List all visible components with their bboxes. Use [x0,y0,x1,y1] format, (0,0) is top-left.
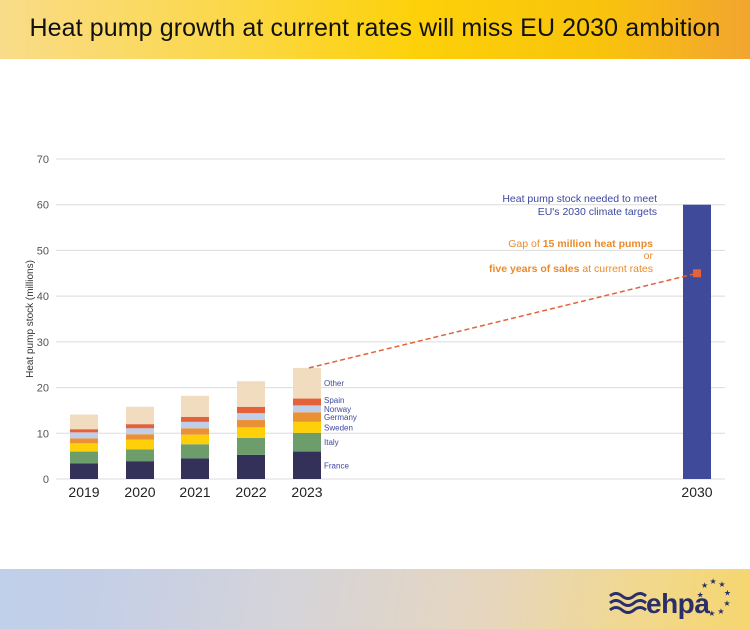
bar-segment-germany-2020 [126,434,154,440]
bar-segment-italy-2022 [237,437,265,455]
waves-icon [609,592,647,614]
y-axis-label: Heat pump stock (millions) [25,260,36,378]
y-tick-label: 20 [37,383,49,395]
gap-prefix: Gap of [508,238,542,250]
bar-segment-sweden-2023 [293,421,321,433]
bar-segment-spain-2020 [126,424,154,429]
segment-label-other: Other [324,379,344,388]
bar-segment-france-2023 [293,451,321,479]
bar-segment-spain-2019 [70,429,98,433]
annotations: Heat pump stock needed to meet EU's 2030… [489,193,657,275]
bar-segment-other-2020 [126,406,154,425]
segment-label-spain: Spain [324,396,344,405]
bar-segment-france-2021 [181,458,209,479]
bar-segment-france-2019 [70,463,98,479]
logo-text: ehpa [646,588,710,619]
y-tick-label: 10 [37,428,49,440]
gap-annotation: Gap of 15 million heat pumps [508,238,653,250]
bar-segment-other-2019 [70,414,98,430]
segment-label-norway: Norway [324,405,351,414]
y-tick-label: 30 [37,337,49,349]
star-icon: ★ [697,590,704,599]
stacked-bars [70,367,321,479]
bar-segment-germany-2023 [293,412,321,422]
bar-segment-italy-2021 [181,444,209,459]
bar-segment-italy-2019 [70,451,98,464]
x-tick-label-2030: 2030 [681,484,712,500]
bar-segment-spain-2022 [237,406,265,414]
bar-segment-other-2022 [237,381,265,407]
y-tick-label: 50 [37,245,49,257]
bar-segment-france-2022 [237,454,265,479]
x-tick-label: 2021 [179,484,210,500]
star-icon: ★ [708,609,715,618]
page-title: Heat pump growth at current rates will m… [29,14,721,42]
star-icon: ★ [709,577,716,586]
bar-segment-other-2021 [181,395,209,417]
bar-segment-other-2023 [293,367,321,399]
header-banner: Heat pump growth at current rates will m… [0,0,750,59]
target-annotation-line2: EU's 2030 climate targets [538,206,657,218]
bar-segment-sweden-2021 [181,434,209,445]
x-tick-label: 2020 [124,484,155,500]
bar-segment-norway-2023 [293,405,321,413]
bar-segment-norway-2019 [70,432,98,439]
bar-segment-france-2020 [126,461,154,479]
segment-label-germany: Germany [324,413,357,422]
bar-segment-sweden-2019 [70,443,98,452]
bar-segment-sweden-2022 [237,427,265,438]
bar-segment-sweden-2020 [126,439,154,450]
bar-segment-italy-2023 [293,432,321,452]
projection-endpoint-marker [693,269,701,278]
projection-group [308,269,701,369]
star-icon: ★ [723,599,730,608]
eu-stars-icon: ★★ ★ ★★★★★ [697,577,731,618]
bar-segment-spain-2023 [293,398,321,406]
gridlines [56,158,725,480]
target-annotation-line1: Heat pump stock needed to meet [502,193,657,205]
star-icon: ★ [717,607,724,616]
bar-segment-germany-2021 [181,428,209,435]
years-suffix: at current rates [579,263,653,275]
gap-or: or [644,250,654,262]
x-axis-ticks: 2019 2020 2021 2022 2023 2030 [68,484,712,500]
projection-line [308,272,698,369]
y-axis-ticks: 0 10 20 30 40 50 60 70 [37,154,49,486]
target-bar-group [683,204,711,479]
segment-label-italy: Italy [324,438,339,447]
gap-bold: 15 million heat pumps [543,238,653,250]
y-tick-label: 70 [37,154,49,166]
years-bold: five years of sales [489,263,580,275]
bar-segment-spain-2021 [181,416,209,422]
star-icon: ★ [724,588,731,597]
x-tick-label: 2023 [291,484,322,500]
y-tick-label: 60 [37,200,49,212]
y-tick-label: 0 [43,474,49,486]
years-annotation: five years of sales at current rates [489,263,653,275]
y-tick-label: 40 [37,291,49,303]
segment-label-france: France [324,461,349,470]
bar-segment-germany-2022 [237,420,265,428]
star-icon: ★ [701,581,708,590]
target-bar-2030 [683,204,711,479]
bar-segment-germany-2019 [70,438,98,444]
bar-segment-norway-2021 [181,421,209,429]
bar-segment-norway-2022 [237,413,265,421]
bar-segment-italy-2020 [126,449,154,462]
segment-label-sweden: Sweden [324,423,353,432]
bar-segment-norway-2020 [126,428,154,435]
x-tick-label: 2019 [68,484,99,500]
ehpa-logo: ehpa ★ ★ ★ ★ ★ ★ ★ ★ [608,574,731,626]
star-icon: ★ [718,580,725,589]
x-tick-label: 2022 [235,484,266,500]
